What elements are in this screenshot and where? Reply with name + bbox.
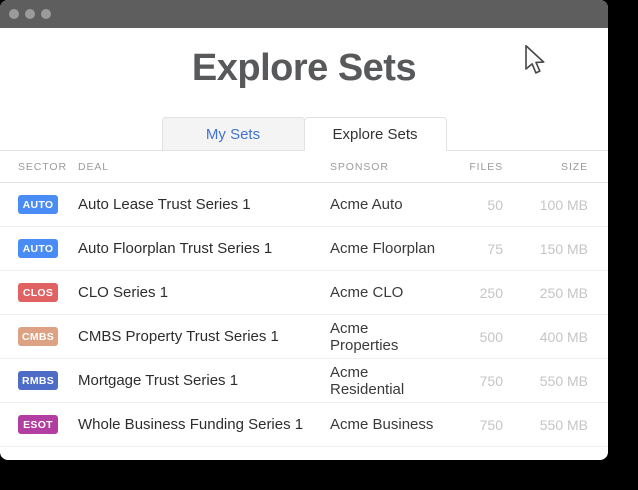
table-header-row: SECTOR DEAL SPONSOR FILES SIZE [0, 151, 608, 183]
deal-name: Auto Floorplan Trust Series 1 [78, 240, 273, 257]
deal-name: CLO Series 1 [78, 284, 169, 301]
file-size: 550 MB [539, 416, 588, 433]
table-row[interactable]: CMBS CMBS Property Trust Series 1 Acme P… [0, 315, 608, 359]
file-size: 100 MB [539, 196, 588, 213]
files-count: 750 [479, 416, 503, 433]
tab-explore-sets[interactable]: Explore Sets [303, 117, 447, 151]
table-row[interactable]: AUTO Auto Lease Trust Series 1 Acme Auto… [0, 183, 608, 227]
tab-my-sets[interactable]: My Sets [161, 117, 305, 151]
files-count: 250 [479, 284, 503, 301]
column-header-files: FILES [469, 160, 503, 173]
column-header-deal: DEAL [78, 160, 110, 173]
deal-name: Auto Lease Trust Series 1 [78, 196, 251, 213]
sector-badge: CLOS [18, 283, 58, 303]
file-size: 250 MB [539, 284, 588, 301]
sector-badge: AUTO [18, 195, 58, 215]
file-size: 550 MB [539, 372, 588, 389]
sponsor-name: Acme Properties [330, 319, 399, 354]
deal-name: CMBS Property Trust Series 1 [78, 328, 279, 345]
files-count: 500 [479, 328, 503, 345]
window-dot-icon [41, 9, 51, 19]
sponsor-name: Acme Business [330, 416, 434, 433]
window-titlebar[interactable] [0, 0, 608, 28]
column-header-size: SIZE [561, 160, 588, 173]
sponsor-name: Acme CLO [330, 284, 404, 301]
file-size: 400 MB [539, 328, 588, 345]
deal-name: Whole Business Funding Series 1 [78, 416, 304, 433]
window-dot-icon [25, 9, 35, 19]
page-title: Explore Sets [191, 47, 417, 89]
table-row[interactable]: CLOS CLO Series 1 Acme CLO 250 250 MB [0, 271, 608, 315]
sector-badge: RMBS [18, 371, 58, 391]
sector-badge: ESOT [18, 415, 58, 435]
files-count: 750 [479, 372, 503, 389]
window-dot-icon [9, 9, 19, 19]
tab-bar: My Sets Explore Sets [0, 117, 608, 151]
table-row[interactable]: AUTO Auto Floorplan Trust Series 1 Acme … [0, 227, 608, 271]
file-size: 150 MB [539, 240, 588, 257]
deal-name: Mortgage Trust Series 1 [78, 372, 239, 389]
sponsor-name: Acme Residential [330, 363, 405, 398]
app-window: Explore Sets My Sets Explore Sets SECTOR… [0, 0, 608, 460]
sector-badge: CMBS [18, 327, 58, 347]
sponsor-name: Acme Floorplan [330, 240, 436, 257]
table-row[interactable]: ESOT Whole Business Funding Series 1 Acm… [0, 403, 608, 447]
sector-badge: AUTO [18, 239, 58, 259]
sponsor-name: Acme Auto [330, 196, 403, 213]
table-row[interactable]: RMBS Mortgage Trust Series 1 Acme Reside… [0, 359, 608, 403]
column-header-sponsor: SPONSOR [330, 160, 389, 173]
files-count: 75 [487, 240, 503, 257]
files-count: 50 [487, 196, 503, 213]
column-header-sector: SECTOR [18, 160, 67, 173]
